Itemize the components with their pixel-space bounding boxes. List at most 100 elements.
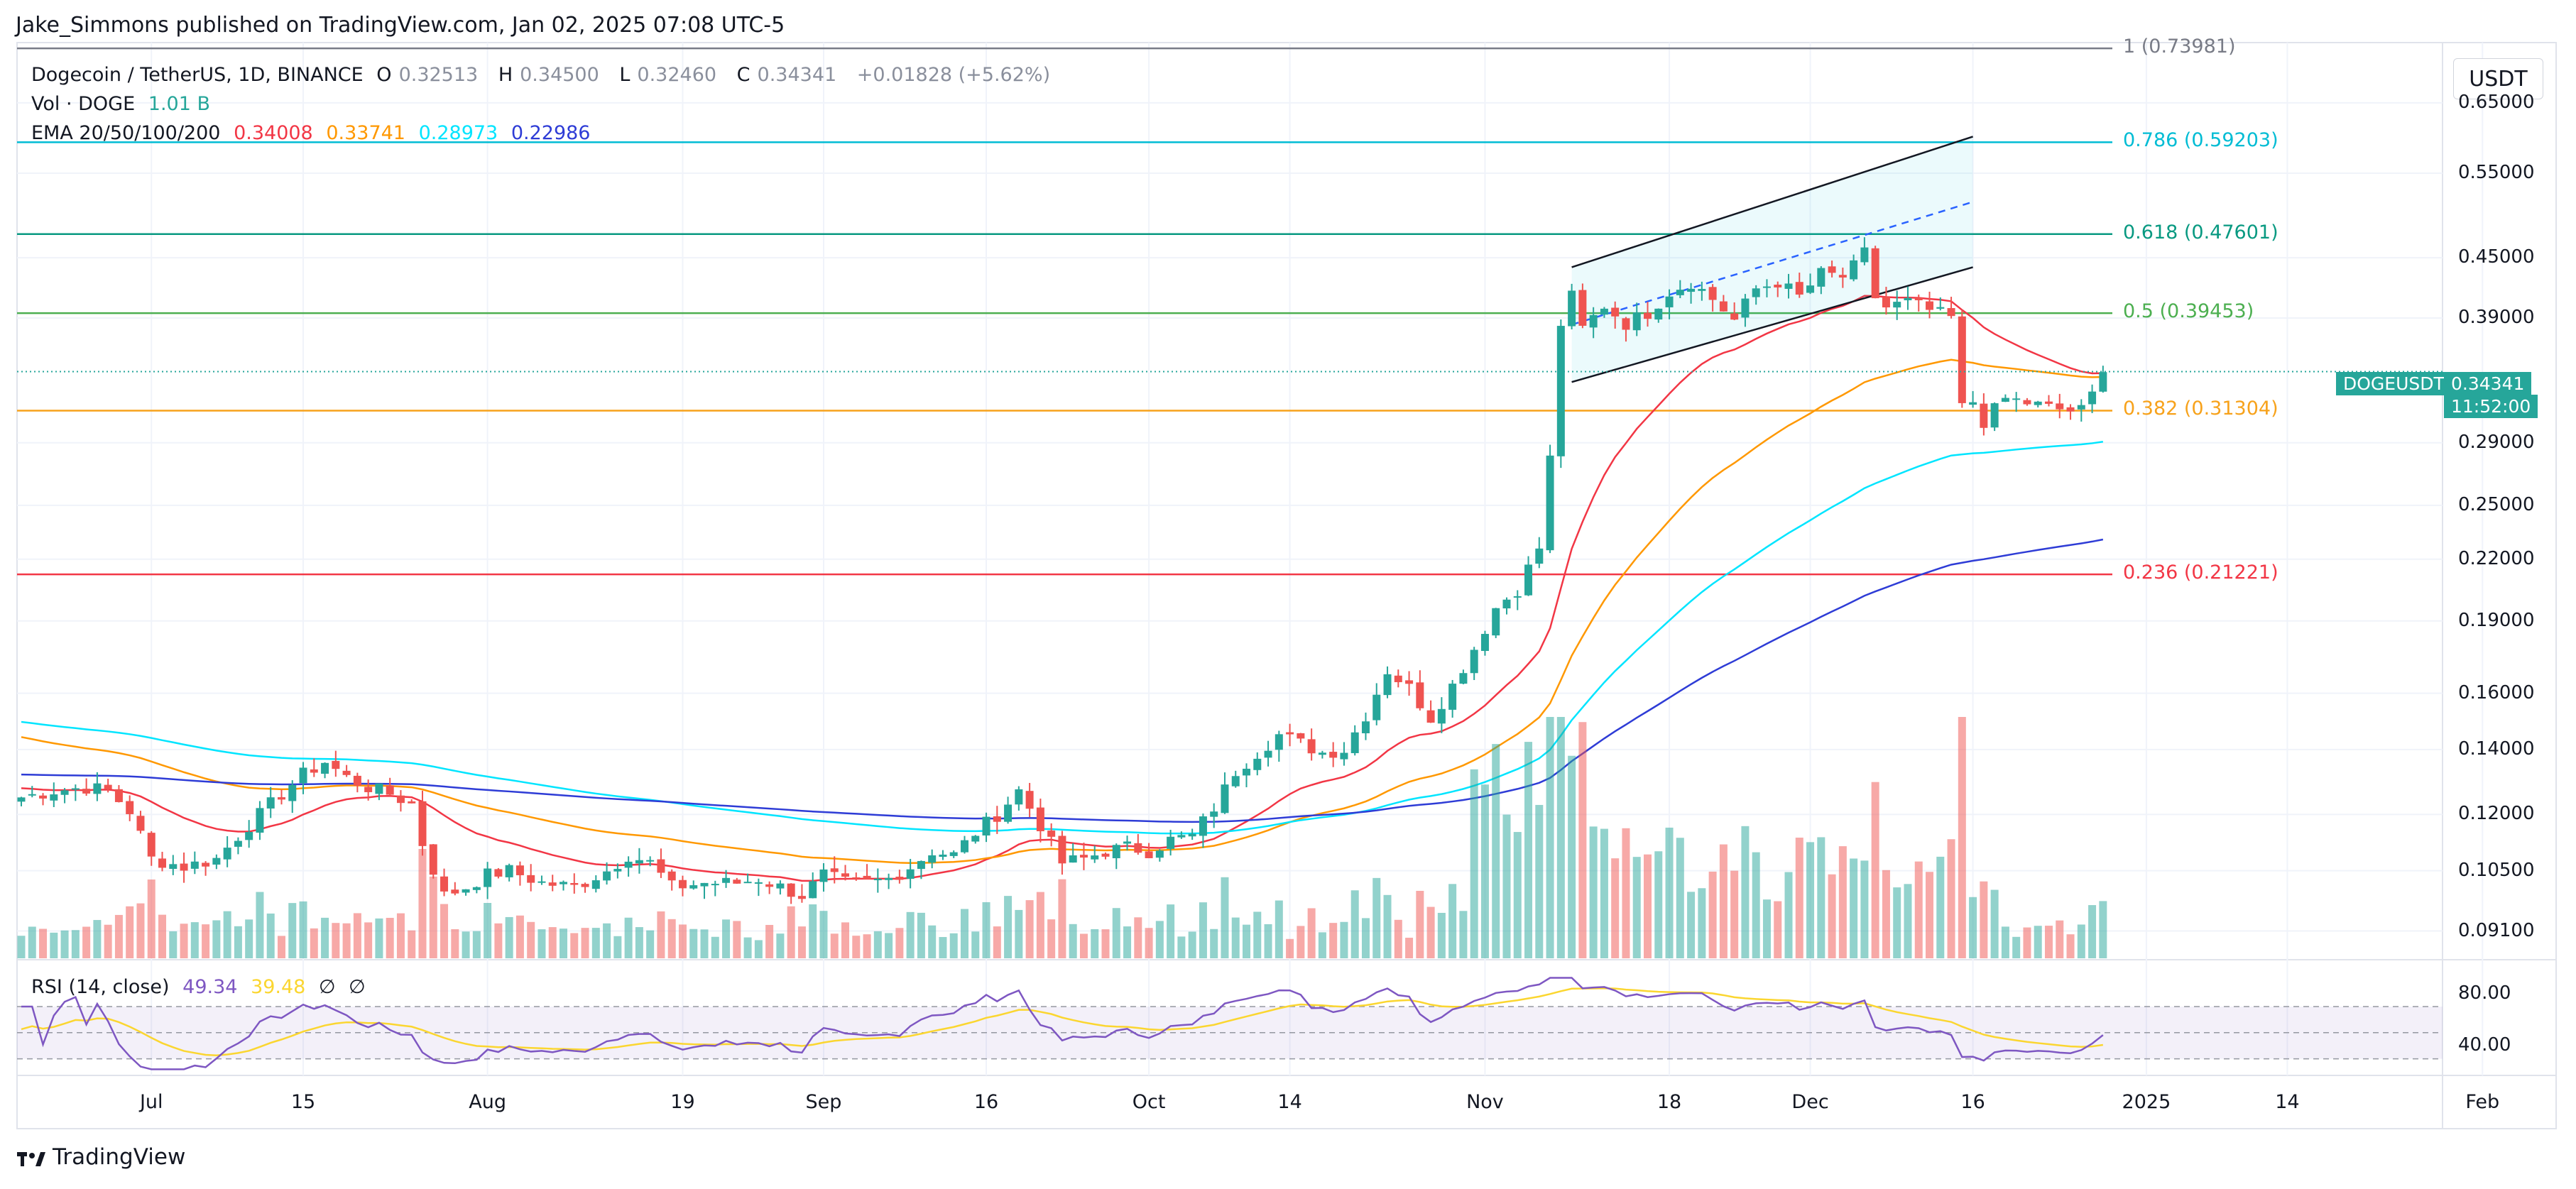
fib-label-1: 1 (0.73981)	[2123, 35, 2236, 58]
candle	[1644, 302, 1652, 327]
volume-bar	[1025, 900, 1034, 958]
candle-body	[1091, 855, 1099, 860]
symbol-name[interactable]: Dogecoin / TetherUS, 1D, BINANCE	[31, 64, 364, 86]
candle	[1253, 752, 1262, 776]
candle-body	[917, 860, 925, 870]
rsi-legend[interactable]: RSI (14, close) 49.34 39.48 ∅ ∅	[31, 976, 373, 998]
volume-bar	[136, 903, 145, 958]
volume-bar	[212, 920, 221, 958]
candle-body	[266, 797, 275, 809]
candle	[1329, 742, 1338, 767]
candle-body	[1860, 247, 1869, 263]
volume-bar	[1307, 908, 1316, 958]
ohlc-close-label: C	[736, 64, 751, 86]
candle	[1231, 770, 1240, 788]
ema100-value: 0.28973	[418, 122, 498, 144]
currency-selector[interactable]: USDT	[2453, 58, 2543, 99]
ema-label: EMA 20/50/100/200	[31, 122, 221, 144]
volume-bar	[1036, 892, 1044, 958]
volume-bar	[993, 926, 1001, 958]
volume-legend[interactable]: Vol · DOGE 1.01 B	[31, 93, 217, 115]
candle	[1167, 829, 1175, 856]
volume-bar	[104, 924, 112, 958]
candle-body	[1426, 710, 1435, 723]
volume-bar	[1231, 917, 1240, 958]
rsi-na-2: ∅	[349, 976, 366, 998]
candle	[906, 858, 915, 889]
candle-body	[169, 864, 178, 870]
volume-bar	[2056, 920, 2064, 958]
volume-bar	[776, 933, 785, 958]
candle	[1676, 280, 1684, 299]
candle-body	[1112, 845, 1120, 859]
price-tick-label: 0.14000	[2458, 738, 2535, 760]
volume-bar	[1698, 888, 1706, 958]
ohlc-open: O 0.32513	[376, 64, 485, 86]
candle	[418, 790, 427, 856]
candle-body	[1307, 739, 1316, 754]
candle	[1795, 273, 1803, 298]
volume-bar	[917, 912, 925, 958]
candle-body	[1546, 455, 1554, 551]
volume-bar	[1762, 899, 1771, 958]
ohlc-low-label: L	[619, 64, 631, 86]
candle	[873, 868, 882, 893]
volume-bar	[82, 926, 91, 958]
volume-bar	[1524, 742, 1533, 958]
volume-bar	[1947, 839, 1955, 958]
volume-bar	[1752, 852, 1760, 958]
candle	[2099, 366, 2107, 393]
candle-body	[1286, 732, 1294, 735]
candle	[787, 883, 795, 904]
candle	[1177, 831, 1186, 839]
candle-body	[1416, 682, 1424, 708]
candle	[613, 863, 622, 879]
candle	[93, 772, 102, 801]
candle-body	[1990, 403, 1999, 428]
candle	[895, 870, 904, 884]
volume-bar	[1644, 854, 1652, 958]
tradingview-logo[interactable]: TradingView	[17, 1144, 185, 1170]
candle	[2088, 384, 2097, 414]
candle	[60, 788, 69, 804]
volume-bar	[1719, 844, 1728, 958]
volume-bar	[1058, 879, 1066, 958]
volume-bar	[809, 904, 817, 958]
candle	[765, 881, 774, 894]
candle	[1513, 590, 1522, 610]
candle	[1622, 317, 1630, 342]
candle-body	[1058, 835, 1066, 864]
candle-body	[1947, 308, 1955, 317]
volume-bar	[1101, 929, 1110, 958]
candle-body	[1795, 282, 1803, 295]
candle	[1871, 246, 1879, 299]
candle-body	[841, 873, 850, 877]
candle	[1036, 799, 1044, 843]
candle	[136, 811, 145, 834]
candle	[1297, 733, 1305, 743]
tradingview-logo-icon	[17, 1148, 45, 1166]
volume-bar	[1556, 717, 1565, 958]
candle-body	[93, 783, 102, 794]
volume-bar	[93, 920, 102, 958]
candle	[581, 882, 589, 893]
candle-body	[28, 794, 36, 796]
ema50-value: 0.33741	[326, 122, 405, 144]
candle-body	[1632, 312, 1641, 331]
volume-bar	[266, 913, 275, 958]
candle-body	[1405, 680, 1414, 684]
candle-body	[678, 880, 687, 889]
candle-body	[537, 881, 546, 883]
ohlc-close-value: 0.34341	[757, 64, 837, 86]
candle-body	[624, 861, 633, 868]
ema-legend[interactable]: EMA 20/50/100/200 0.34008 0.33741 0.2897…	[31, 122, 597, 144]
candle-body	[711, 884, 719, 886]
candle	[527, 864, 535, 892]
volume-bar	[1405, 938, 1414, 958]
candle	[1969, 390, 1977, 408]
volume-bar	[1416, 890, 1424, 958]
candle	[2034, 400, 2042, 407]
price-tick-label: 0.55000	[2458, 162, 2535, 184]
candle-body	[570, 882, 579, 885]
